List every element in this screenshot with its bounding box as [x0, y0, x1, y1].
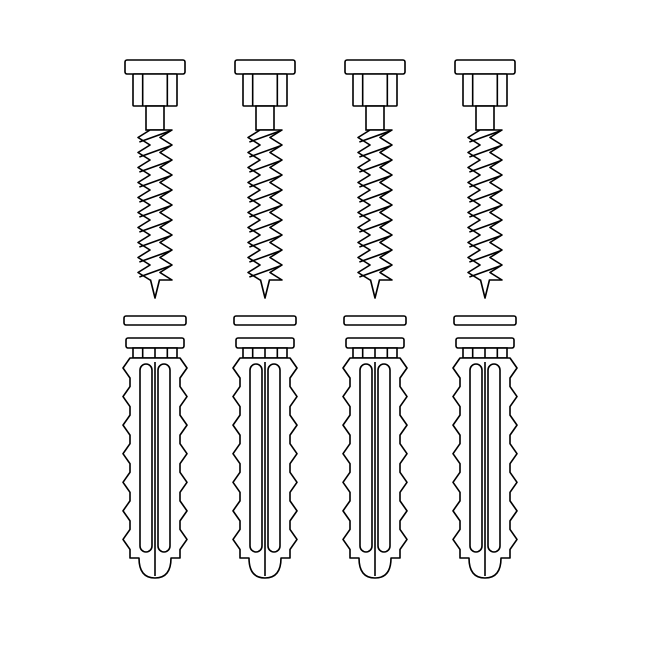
- hardware-diagram: [0, 0, 650, 650]
